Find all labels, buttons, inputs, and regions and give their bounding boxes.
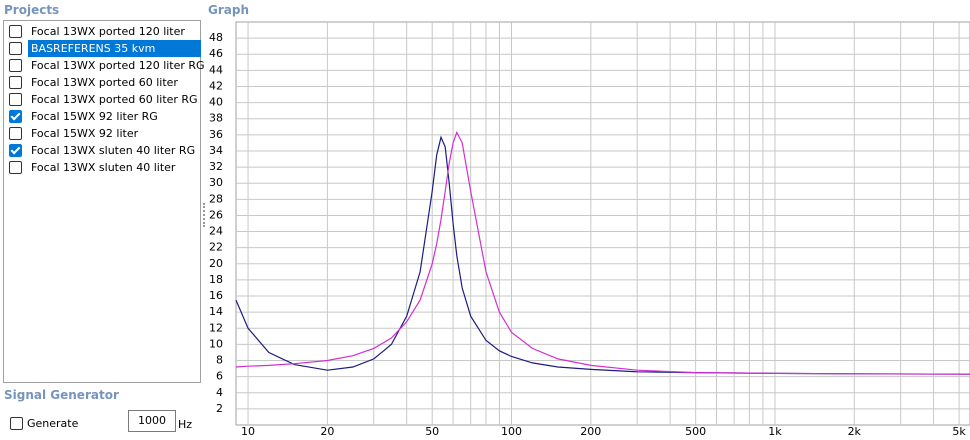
project-item[interactable]: Focal 13WX ported 60 liter RG [6, 91, 198, 108]
x-tick-label: 1k [768, 425, 782, 438]
graph-title: Graph [208, 3, 249, 17]
x-tick-label: 2k [848, 425, 862, 438]
x-tick-label: 500 [685, 425, 706, 438]
splitter [203, 203, 207, 227]
y-tick-label: 42 [209, 79, 223, 92]
project-item[interactable]: Focal 13WX sluten 40 liter [6, 159, 198, 176]
y-tick-label: 34 [209, 144, 223, 157]
y-tick-label: 14 [209, 305, 223, 318]
project-label: Focal 13WX ported 60 liter [31, 76, 178, 89]
checkbox[interactable] [9, 76, 22, 89]
y-tick-label: 28 [209, 192, 223, 205]
y-tick-label: 8 [216, 354, 223, 367]
project-label: Focal 13WX sluten 40 liter [31, 161, 176, 174]
x-tick-label: 50 [425, 425, 439, 438]
y-tick-label: 48 [209, 31, 223, 44]
project-list: Focal 13WX ported 120 liter BASREFERENS 3… [3, 20, 205, 383]
project-label: Focal 15WX 92 liter RG [31, 110, 158, 123]
project-label: Focal 13WX sluten 40 liter RG [31, 144, 196, 157]
project-item[interactable]: Focal 15WX 92 liter [6, 125, 198, 142]
checkbox[interactable] [9, 93, 22, 106]
y-tick-label: 16 [209, 289, 223, 302]
y-tick-label: 2 [216, 402, 223, 415]
x-tick-label: 100 [501, 425, 522, 438]
checkbox[interactable] [9, 127, 22, 140]
y-tick-label: 22 [209, 241, 223, 254]
y-tick-label: 26 [209, 208, 223, 221]
y-tick-label: 24 [209, 225, 223, 238]
unit-label: Hz [178, 418, 193, 431]
y-tick-label: 6 [216, 370, 223, 383]
checkbox[interactable] [9, 144, 22, 157]
y-tick-label: 44 [209, 63, 223, 76]
y-tick-label: 12 [209, 321, 223, 334]
project-label: Focal 13WX ported 120 liter [31, 25, 185, 38]
checkbox[interactable] [9, 110, 22, 123]
generate-checkbox[interactable]: Generate [10, 416, 110, 433]
y-tick-label: 18 [209, 273, 223, 286]
project-item[interactable]: BASREFERENS 35 kvm [6, 40, 201, 57]
checkbox[interactable] [9, 59, 22, 72]
project-item[interactable]: Focal 13WX ported 60 liter [6, 74, 198, 91]
project-item[interactable]: Focal 13WX ported 120 liter [6, 23, 198, 40]
checkbox[interactable] [10, 417, 23, 430]
y-tick-label: 30 [209, 176, 223, 189]
checkbox[interactable] [9, 161, 22, 174]
y-tick-label: 36 [209, 128, 223, 141]
project-item[interactable]: Focal 13WX ported 120 liter RG [6, 57, 205, 74]
y-tick-label: 46 [209, 47, 223, 60]
y-tick-label: 40 [209, 96, 223, 109]
project-item[interactable]: Focal 15WX 92 liter RG [6, 108, 198, 125]
projects-title: Projects [4, 3, 60, 17]
x-tick-label: 200 [580, 425, 601, 438]
frequency-input[interactable]: 1000 [128, 410, 176, 432]
y-tick-label: 10 [209, 337, 223, 350]
y-tick-label: 4 [216, 386, 223, 399]
project-item[interactable]: Focal 13WX sluten 40 liter RG [6, 142, 198, 159]
checkbox[interactable] [9, 42, 22, 55]
signal-generator-title: Signal Generator [4, 388, 119, 402]
y-tick-label: 38 [209, 112, 223, 125]
project-label: Focal 13WX ported 120 liter RG [31, 59, 205, 72]
x-tick-label: 5k [952, 425, 966, 438]
curve [235, 130, 970, 375]
project-label: Focal 15WX 92 liter [31, 127, 139, 140]
x-tick-label: 10 [241, 425, 255, 438]
y-tick-label: 20 [209, 257, 223, 270]
generate-label: Generate [27, 417, 79, 430]
y-tick-label: 32 [209, 160, 223, 173]
x-tick-label: 20 [320, 425, 334, 438]
checkbox[interactable] [9, 25, 22, 38]
plot-area [235, 21, 970, 426]
project-label: BASREFERENS 35 kvm [28, 40, 201, 57]
project-label: Focal 13WX ported 60 liter RG [31, 93, 198, 106]
curve [235, 135, 970, 375]
